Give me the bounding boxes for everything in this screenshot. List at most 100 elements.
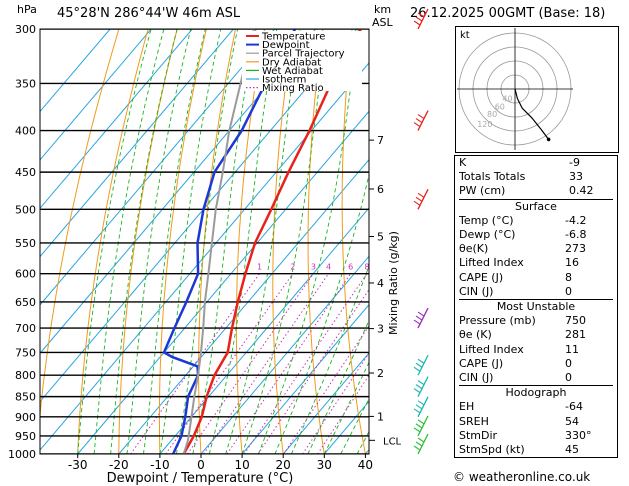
pressure-tick-label: 950 bbox=[15, 430, 36, 443]
dry-adiabat-line bbox=[438, 29, 452, 454]
mixing-ratio-label: 8 bbox=[364, 263, 369, 272]
mixing-ratio-line bbox=[257, 288, 369, 454]
hodograph-endpoint bbox=[546, 137, 551, 142]
dry-adiabat-line bbox=[341, 29, 366, 454]
mixing-ratio-axis-label: Mixing Ratio (g/kg) bbox=[387, 231, 400, 335]
surface-row: Dewp (°C) -6.8 bbox=[459, 228, 613, 242]
lcl-label: LCL bbox=[383, 436, 402, 447]
hodograph-ring-label: 80 bbox=[487, 110, 497, 119]
surface-row: Lifted Index 16 bbox=[459, 256, 613, 270]
index-row: Totals Totals 33 bbox=[455, 170, 617, 184]
x-axis-label: Dewpoint / Temperature (°C) bbox=[107, 471, 294, 486]
hodograph-section: Hodograph EH -64 SREH 54 StmDir 330° StmSpd (k… bbox=[459, 385, 613, 457]
wind-barb-feather bbox=[413, 122, 421, 128]
hodograph-stat-label: StmDir bbox=[459, 428, 498, 442]
hodograph-trace bbox=[514, 88, 550, 140]
isotherm-line bbox=[40, 29, 358, 403]
surface-row: CIN (J) 0 bbox=[459, 285, 613, 299]
index-value: 0.42 bbox=[569, 184, 594, 198]
asl-label: ASL bbox=[372, 16, 393, 29]
wind-barb bbox=[417, 376, 429, 397]
wet-adiabat-line bbox=[340, 397, 369, 454]
km-tick-label: 3 bbox=[377, 323, 384, 336]
location-title: 45°28'N 286°44'W 46m ASL bbox=[57, 6, 241, 21]
hodograph-stat-row: SREH 54 bbox=[459, 415, 613, 429]
wet-adiabat-line bbox=[110, 29, 178, 454]
isotherm-line bbox=[40, 29, 275, 306]
dry-adiabat-line bbox=[407, 29, 447, 454]
pressure-tick-label: 550 bbox=[15, 237, 36, 250]
legend-label: Wet Adiabat bbox=[262, 66, 323, 77]
wind-barb-feather bbox=[415, 423, 423, 429]
wind-barb-feather bbox=[413, 366, 421, 372]
wind-barb-feather bbox=[415, 118, 423, 124]
x-tick-label: 0 bbox=[197, 458, 205, 472]
index-label: Totals Totals bbox=[459, 170, 526, 184]
wind-barb bbox=[417, 110, 429, 131]
mixing-ratio-line bbox=[317, 374, 369, 454]
wind-barb-feather bbox=[413, 408, 421, 414]
isotherm-line bbox=[282, 352, 369, 454]
x-tick-label: 30 bbox=[317, 458, 332, 472]
mixing-ratio-label: 1 bbox=[257, 263, 262, 272]
most-unstable-label: CIN (J) bbox=[459, 371, 494, 385]
dry-adiabat-line bbox=[158, 29, 207, 454]
wind-barb-feather bbox=[417, 400, 425, 406]
wet-adiabat-line bbox=[93, 29, 165, 454]
legend-label: Temperature bbox=[261, 32, 325, 43]
x-tick-label: -20 bbox=[109, 458, 129, 472]
temperature-trace bbox=[182, 29, 362, 454]
copyright[interactable]: © weatheronline.co.uk bbox=[453, 470, 591, 484]
wind-barb-feather bbox=[417, 114, 425, 120]
index-value: -9 bbox=[569, 156, 580, 169]
mixing-ratio-label: 20 bbox=[417, 263, 427, 272]
legend-label: Parcel Trajectory bbox=[262, 49, 345, 60]
wind-barb-feather bbox=[415, 362, 423, 368]
parcel-trajectory-trace bbox=[182, 29, 255, 454]
hodograph-stat-label: EH bbox=[459, 400, 475, 414]
mixing-ratio-label: 10 bbox=[375, 263, 385, 272]
pressure-tick-label: 500 bbox=[15, 203, 36, 216]
wind-barb-feather bbox=[415, 404, 423, 410]
wind-barb-feather bbox=[417, 12, 425, 18]
isotherm-line bbox=[40, 29, 234, 258]
pressure-tick-label: 350 bbox=[15, 77, 36, 90]
wind-barb-feather bbox=[415, 441, 423, 447]
surface-title: Surface bbox=[515, 199, 557, 213]
wind-barb bbox=[417, 189, 429, 210]
most-unstable-value: 281 bbox=[565, 328, 586, 342]
wet-adiabat-line bbox=[143, 29, 206, 454]
surface-value: 16 bbox=[565, 256, 579, 270]
index-label: PW (cm) bbox=[459, 184, 506, 198]
surface-label: θe(K) bbox=[459, 242, 489, 256]
mixing-ratio-line bbox=[283, 325, 369, 454]
most-unstable-section: Most Unstable Pressure (mb) 750 θe (K) 281 L… bbox=[459, 299, 613, 385]
datetime-title: 26.12.2025 00GMT (Base: 18) bbox=[410, 6, 606, 21]
hodograph-stat-value: 45 bbox=[565, 443, 579, 457]
mixing-ratio-label: 2 bbox=[290, 263, 295, 272]
index-label: K bbox=[459, 156, 467, 169]
surface-value: 0 bbox=[565, 284, 572, 298]
wind-barb-feather bbox=[413, 20, 421, 26]
wind-barb-feather bbox=[417, 311, 425, 317]
isotherm-line bbox=[200, 255, 369, 454]
pressure-tick-label: 1000 bbox=[8, 448, 36, 461]
surface-row: CAPE (J) 8 bbox=[459, 271, 613, 285]
isotherm-line bbox=[159, 207, 369, 454]
wind-barb-feather bbox=[417, 380, 425, 386]
most-unstable-row: CAPE (J) 0 bbox=[459, 357, 613, 371]
surface-value: -4.2 bbox=[565, 213, 587, 227]
legend-box bbox=[242, 31, 362, 91]
km-tick-label: 1 bbox=[377, 410, 384, 423]
legend-label: Isotherm bbox=[262, 75, 306, 86]
wind-barb-feather bbox=[413, 445, 421, 451]
wet-adiabat-line bbox=[175, 29, 239, 454]
wind-barb-feather bbox=[417, 419, 425, 425]
dry-adiabat-line bbox=[40, 29, 120, 420]
hodograph-table-title: Hodograph bbox=[505, 386, 567, 400]
hodograph-stat-label: SREH bbox=[459, 414, 489, 428]
wind-barb bbox=[417, 415, 429, 437]
most-unstable-value: 11 bbox=[565, 342, 579, 356]
pressure-tick-label: 600 bbox=[15, 268, 36, 281]
